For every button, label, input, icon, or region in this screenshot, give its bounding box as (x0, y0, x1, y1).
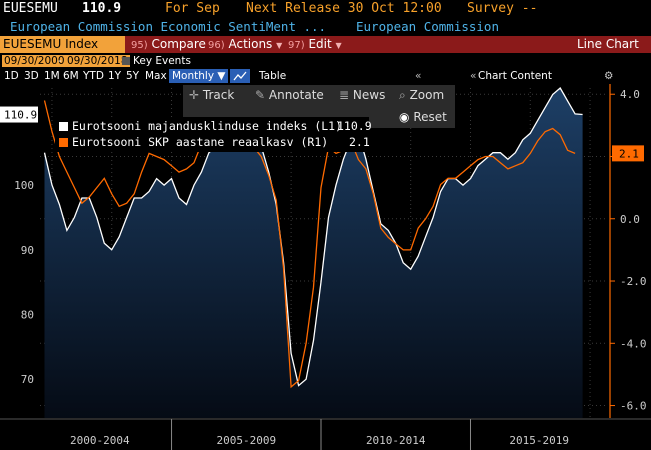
compare-button[interactable]: 95) Compare (131, 36, 206, 53)
legend-label: Eurotsooni SKP aastane reaalkasv (R1) (72, 135, 329, 149)
news-icon: ≣ (339, 88, 350, 102)
legend-swatch-white (59, 122, 68, 131)
x-axis-label: 2015-2019 (509, 434, 569, 447)
command-bar: EUESEMU Index 95) Compare 96) Actions ▼ … (0, 36, 651, 53)
left-axis-tick-label: 70 (21, 373, 34, 386)
security-description: European Commission Economic SentiMent .… (10, 19, 327, 34)
actions-label: Actions (228, 37, 273, 51)
x-axis-label: 2010-2014 (366, 434, 426, 447)
edit-number: 97) (288, 40, 305, 51)
actions-number: 96) (208, 40, 225, 51)
period-max[interactable]: Max (145, 70, 167, 82)
caret-down-icon: ▼ (335, 41, 342, 50)
chart-content-button[interactable]: Chart Content (478, 70, 552, 82)
date-range-row: 09/30/2000 - 09/30/2018 Key Events (0, 54, 651, 68)
caret-down-icon: ▼ (276, 41, 283, 50)
legend-swatch-orange (59, 138, 68, 147)
legend-item-right-series[interactable]: Eurotsooni SKP aastane reaalkasv (R1) 2.… (59, 134, 370, 150)
period-5y[interactable]: 5Y (126, 70, 140, 82)
next-release: Next Release 30 Oct 12:00 (246, 1, 442, 16)
chart-legend: Eurotsooni majandusklinduse indeks (L1) … (55, 117, 372, 152)
x-axis-label: 2000-2004 (70, 434, 130, 447)
pencil-icon: ✎ (255, 88, 266, 102)
left-axis-tick-label: 100 (14, 179, 34, 192)
track-button[interactable]: ✛ Track (189, 88, 234, 102)
news-label: News (352, 88, 386, 102)
key-events-checkbox[interactable] (122, 57, 130, 65)
left-series-fill (44, 88, 583, 418)
right-axis-tick-label: 4.0 (620, 88, 640, 101)
key-events-label: Key Events (133, 55, 191, 67)
start-date-field[interactable]: 09/30/2000 (2, 55, 67, 67)
chart-axes: 4.02.00.0-2.0-4.0-6.0708090100110.92.120… (0, 84, 651, 450)
left-axis-tick-label: 80 (21, 308, 34, 321)
last-value: 110.9 (82, 1, 122, 16)
left-series-area (44, 88, 583, 418)
edit-button[interactable]: 97) Edit ▼ (288, 36, 342, 53)
chart-area: 4.02.00.0-2.0-4.0-6.0708090100110.92.120… (0, 84, 651, 450)
period-row: 1D 3D 1M 6M YTD 1Y 5Y Max Monthly ▼ Tabl… (0, 69, 651, 83)
period-ytd[interactable]: YTD (83, 70, 104, 82)
period-1d[interactable]: 1D (4, 70, 19, 82)
collapse-left-icon[interactable]: « (415, 70, 422, 82)
right-axis-tick-label: 0.0 (620, 213, 640, 226)
news-button[interactable]: ≣ News (339, 88, 385, 102)
right-axis-band (608, 84, 651, 420)
release-period: For Sep (165, 1, 220, 16)
header-row: EUESEMU 110.9 For Sep Next Release 30 Oc… (0, 0, 651, 18)
crosshair-icon: ✛ (189, 88, 200, 102)
right-last-value-text: 2.1 (619, 147, 639, 160)
left-last-value-tag (0, 106, 38, 123)
period-6m[interactable]: 6M (63, 70, 79, 82)
right-axis-tick-label: -2.0 (620, 275, 647, 288)
settings-gear-icon[interactable]: ⚙ (604, 70, 614, 82)
left-series-line (43, 86, 583, 387)
chart-type-icon[interactable] (230, 69, 250, 83)
period-3d[interactable]: 3D (24, 70, 39, 82)
source-link[interactable]: European Commission (356, 19, 499, 34)
description-row: European Commission Economic SentiMent .… (0, 18, 651, 35)
magnifier-icon: ⌕ (399, 88, 406, 102)
left-axis-tick-label: 90 (21, 244, 34, 257)
x-axis-label: 2005-2009 (216, 434, 276, 447)
chart-type-label[interactable]: Line Chart (577, 37, 639, 51)
actions-button[interactable]: 96) Actions ▼ (208, 36, 282, 53)
ticker: EUESEMU (3, 1, 58, 16)
period-1m[interactable]: 1M (44, 70, 60, 82)
compare-label: Compare (151, 37, 206, 51)
frequency-dropdown[interactable]: Monthly ▼ (169, 69, 229, 83)
table-button[interactable]: Table (259, 70, 287, 82)
reset-button[interactable]: ◉ Reset (399, 110, 447, 124)
annotate-button[interactable]: ✎ Annotate (255, 88, 324, 102)
legend-item-left-series[interactable]: Eurotsooni majandusklinduse indeks (L1) … (59, 118, 372, 134)
reset-label: Reset (413, 110, 447, 124)
track-label: Track (202, 88, 235, 102)
zoom-button[interactable]: ⌕ Zoom (399, 88, 444, 103)
right-axis-tick-label: -4.0 (620, 337, 647, 350)
series-lines (43, 86, 583, 389)
legend-value: 2.1 (349, 135, 370, 149)
compare-number: 95) (131, 40, 148, 51)
collapse-right-icon[interactable]: « (470, 70, 477, 82)
period-1y[interactable]: 1Y (108, 70, 122, 82)
legend-value: 110.9 (337, 119, 372, 133)
end-date-field[interactable]: 09/30/2018 (65, 55, 130, 67)
line-chart-icon (233, 71, 247, 81)
right-last-value-tag (612, 145, 644, 162)
reset-dot-icon: ◉ (399, 110, 410, 124)
right-axis-tick-label: -6.0 (620, 400, 647, 413)
survey: Survey -- (467, 1, 538, 16)
edit-label: Edit (308, 37, 332, 51)
left-last-value-text: 110.9 (4, 109, 37, 122)
date-separator: - (58, 55, 62, 67)
security-field[interactable]: EUESEMU Index (0, 36, 125, 53)
legend-label: Eurotsooni majandusklinduse indeks (L1) (72, 119, 343, 133)
zoom-label: Zoom (409, 88, 445, 102)
annotate-label: Annotate (268, 88, 324, 102)
right-series-line (43, 100, 576, 389)
